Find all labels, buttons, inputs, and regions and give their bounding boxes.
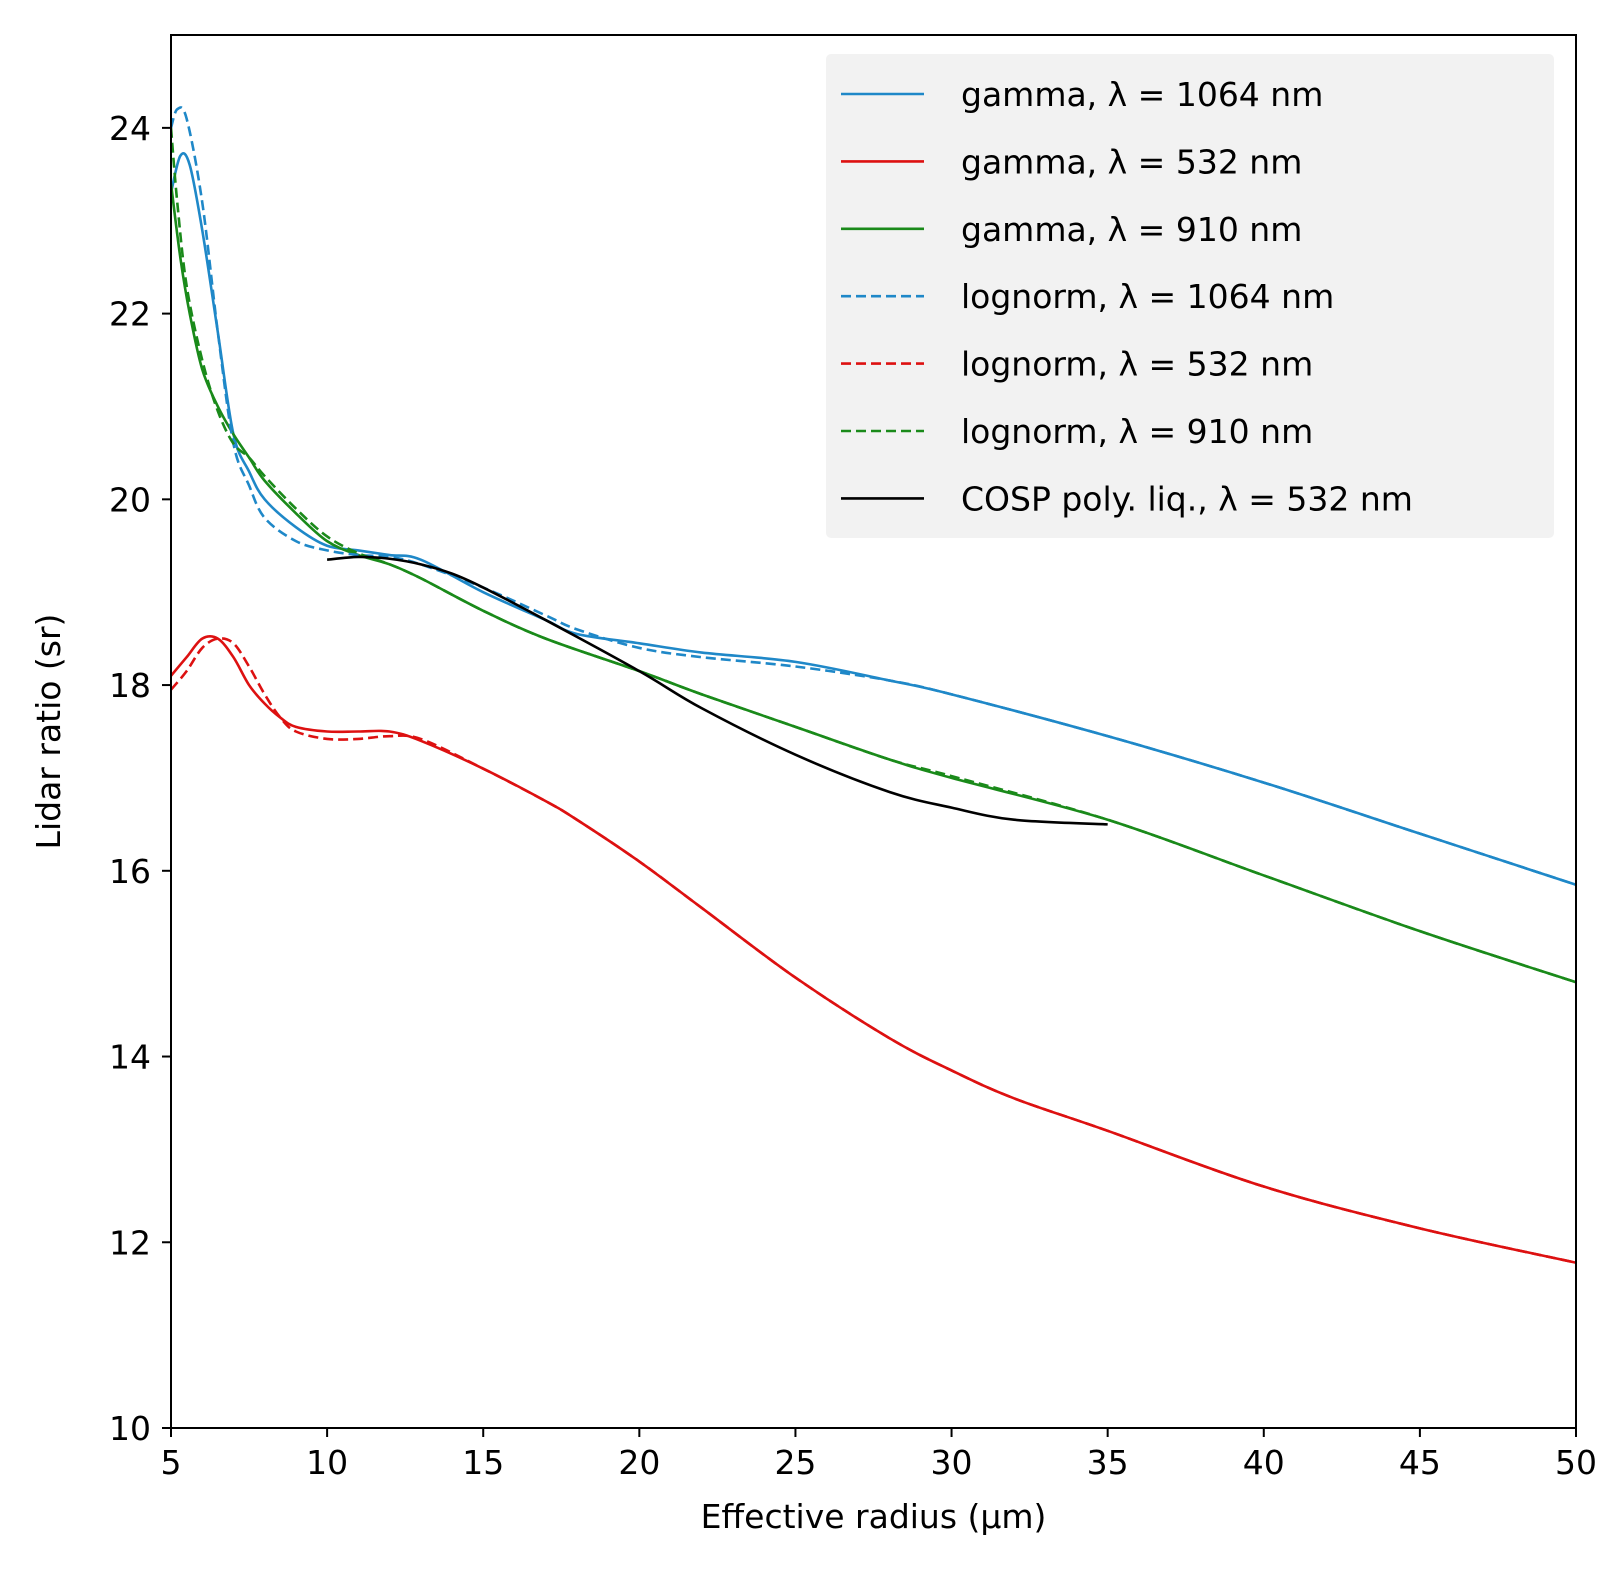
- x-tick-label: 10: [306, 1443, 348, 1482]
- y-tick-label: 12: [109, 1223, 151, 1262]
- x-tick-label: 35: [1087, 1443, 1129, 1482]
- y-tick-label: 20: [109, 480, 151, 519]
- x-tick-label: 5: [161, 1443, 182, 1482]
- x-tick-label: 40: [1243, 1443, 1285, 1482]
- x-tick-label: 25: [774, 1443, 816, 1482]
- legend-label: lognorm, λ = 532 nm: [961, 345, 1313, 384]
- x-tick-label: 15: [462, 1443, 504, 1482]
- legend-label: COSP poly. liq., λ = 532 nm: [961, 479, 1413, 518]
- series-line-5: [171, 637, 1576, 1264]
- series-line-7: [326, 555, 1108, 826]
- plot-frame: [170, 34, 1577, 1429]
- y-tick-label: 18: [109, 666, 151, 705]
- x-tick-label: 50: [1555, 1443, 1597, 1482]
- legend-label: lognorm, λ = 910 nm: [961, 412, 1313, 451]
- legend-box: [826, 54, 1554, 538]
- legend: gamma, λ = 1064 nm gamma, λ = 532 nm gamma…: [826, 54, 1554, 538]
- y-tick-label: 16: [109, 852, 151, 891]
- y-tick-label: 22: [109, 295, 151, 334]
- x-tick-label: 45: [1399, 1443, 1441, 1482]
- y-tick-label: 10: [109, 1409, 151, 1448]
- y-axis-title: Lidar ratio (sr): [29, 614, 68, 850]
- legend-label: gamma, λ = 532 nm: [961, 142, 1302, 181]
- x-tick-label: 30: [931, 1443, 973, 1482]
- legend-label: gamma, λ = 1064 nm: [961, 75, 1323, 114]
- legend-label: gamma, λ = 910 nm: [961, 210, 1302, 249]
- x-axis: 5 10 15 20 25 30 35 40 45 50: [161, 1428, 1597, 1482]
- x-tick-label: 20: [618, 1443, 660, 1482]
- y-tick-label: 14: [109, 1038, 151, 1077]
- series-line-6: [171, 127, 1576, 984]
- x-axis-title: Effective radius (μm): [701, 1497, 1047, 1536]
- series-layer: [171, 106, 1576, 1264]
- legend-label: lognorm, λ = 1064 nm: [961, 277, 1334, 316]
- y-axis: 10 12 14 16 18 20 22 24: [109, 109, 171, 1448]
- y-tick-label: 24: [109, 109, 151, 148]
